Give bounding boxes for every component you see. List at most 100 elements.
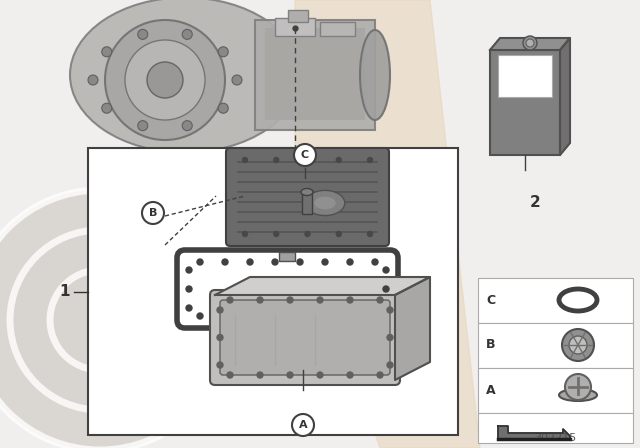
Circle shape bbox=[227, 297, 233, 303]
Bar bbox=[255, 20, 375, 130]
Circle shape bbox=[232, 75, 242, 85]
Circle shape bbox=[197, 259, 203, 265]
FancyBboxPatch shape bbox=[226, 148, 389, 246]
Circle shape bbox=[387, 362, 393, 368]
Text: 2: 2 bbox=[530, 195, 540, 210]
Circle shape bbox=[372, 259, 378, 265]
Circle shape bbox=[247, 259, 253, 265]
Circle shape bbox=[322, 259, 328, 265]
Circle shape bbox=[102, 103, 112, 113]
Bar bbox=[265, 28, 365, 120]
Polygon shape bbox=[215, 277, 430, 295]
Circle shape bbox=[336, 158, 341, 163]
Circle shape bbox=[569, 336, 587, 354]
Circle shape bbox=[50, 270, 150, 370]
Bar bbox=[288, 10, 308, 22]
Circle shape bbox=[336, 232, 341, 237]
Circle shape bbox=[317, 372, 323, 378]
Circle shape bbox=[186, 305, 192, 311]
Ellipse shape bbox=[305, 190, 345, 215]
FancyBboxPatch shape bbox=[220, 300, 390, 375]
Text: A: A bbox=[299, 420, 307, 430]
Circle shape bbox=[272, 313, 278, 319]
Circle shape bbox=[217, 307, 223, 313]
Polygon shape bbox=[498, 426, 570, 439]
Circle shape bbox=[186, 286, 192, 292]
Text: A: A bbox=[486, 383, 495, 396]
Circle shape bbox=[367, 158, 372, 163]
Bar bbox=[478, 278, 633, 323]
Circle shape bbox=[147, 62, 183, 98]
Circle shape bbox=[297, 313, 303, 319]
Circle shape bbox=[0, 190, 230, 448]
Circle shape bbox=[182, 30, 192, 39]
Circle shape bbox=[526, 39, 534, 47]
Circle shape bbox=[218, 103, 228, 113]
Polygon shape bbox=[295, 0, 480, 448]
Bar bbox=[478, 413, 633, 443]
Circle shape bbox=[138, 121, 148, 131]
Circle shape bbox=[257, 297, 263, 303]
Circle shape bbox=[317, 297, 323, 303]
Bar bbox=[478, 368, 633, 413]
Circle shape bbox=[347, 313, 353, 319]
Bar bbox=[320, 22, 355, 36]
Circle shape bbox=[274, 232, 279, 237]
Text: 302215: 302215 bbox=[534, 433, 576, 443]
Circle shape bbox=[218, 47, 228, 57]
Polygon shape bbox=[490, 38, 570, 50]
Circle shape bbox=[287, 372, 293, 378]
Circle shape bbox=[305, 158, 310, 163]
Circle shape bbox=[383, 305, 389, 311]
Circle shape bbox=[272, 259, 278, 265]
Circle shape bbox=[387, 307, 393, 313]
Bar bbox=[302, 192, 312, 214]
Circle shape bbox=[562, 329, 594, 361]
Polygon shape bbox=[560, 38, 570, 155]
Circle shape bbox=[217, 335, 223, 340]
Circle shape bbox=[105, 20, 225, 140]
Text: C: C bbox=[486, 293, 495, 306]
Bar bbox=[88, 148, 458, 435]
Circle shape bbox=[305, 232, 310, 237]
Circle shape bbox=[182, 121, 192, 131]
Circle shape bbox=[10, 230, 190, 410]
Circle shape bbox=[297, 259, 303, 265]
Text: 1: 1 bbox=[60, 284, 70, 300]
Circle shape bbox=[102, 47, 112, 57]
Circle shape bbox=[347, 297, 353, 303]
Circle shape bbox=[292, 414, 314, 436]
Circle shape bbox=[565, 374, 591, 400]
FancyBboxPatch shape bbox=[210, 290, 400, 385]
Circle shape bbox=[243, 232, 248, 237]
Circle shape bbox=[197, 313, 203, 319]
Ellipse shape bbox=[360, 30, 390, 120]
Circle shape bbox=[247, 313, 253, 319]
Circle shape bbox=[294, 144, 316, 166]
Text: C: C bbox=[301, 150, 309, 160]
Ellipse shape bbox=[559, 389, 597, 401]
Bar bbox=[490, 50, 560, 155]
Text: B: B bbox=[149, 208, 157, 218]
Text: B: B bbox=[486, 339, 495, 352]
Circle shape bbox=[217, 362, 223, 368]
Ellipse shape bbox=[70, 0, 300, 152]
Circle shape bbox=[186, 267, 192, 273]
Circle shape bbox=[243, 158, 248, 163]
Bar bbox=[498, 55, 552, 97]
Circle shape bbox=[383, 286, 389, 292]
Circle shape bbox=[125, 40, 205, 120]
Circle shape bbox=[142, 202, 164, 224]
Circle shape bbox=[387, 335, 393, 340]
Circle shape bbox=[138, 30, 148, 39]
Circle shape bbox=[287, 297, 293, 303]
Circle shape bbox=[347, 372, 353, 378]
Circle shape bbox=[274, 158, 279, 163]
Ellipse shape bbox=[314, 197, 336, 209]
Polygon shape bbox=[395, 277, 430, 380]
Circle shape bbox=[383, 267, 389, 273]
Bar bbox=[275, 18, 315, 36]
Circle shape bbox=[227, 372, 233, 378]
Circle shape bbox=[377, 297, 383, 303]
Circle shape bbox=[88, 75, 98, 85]
